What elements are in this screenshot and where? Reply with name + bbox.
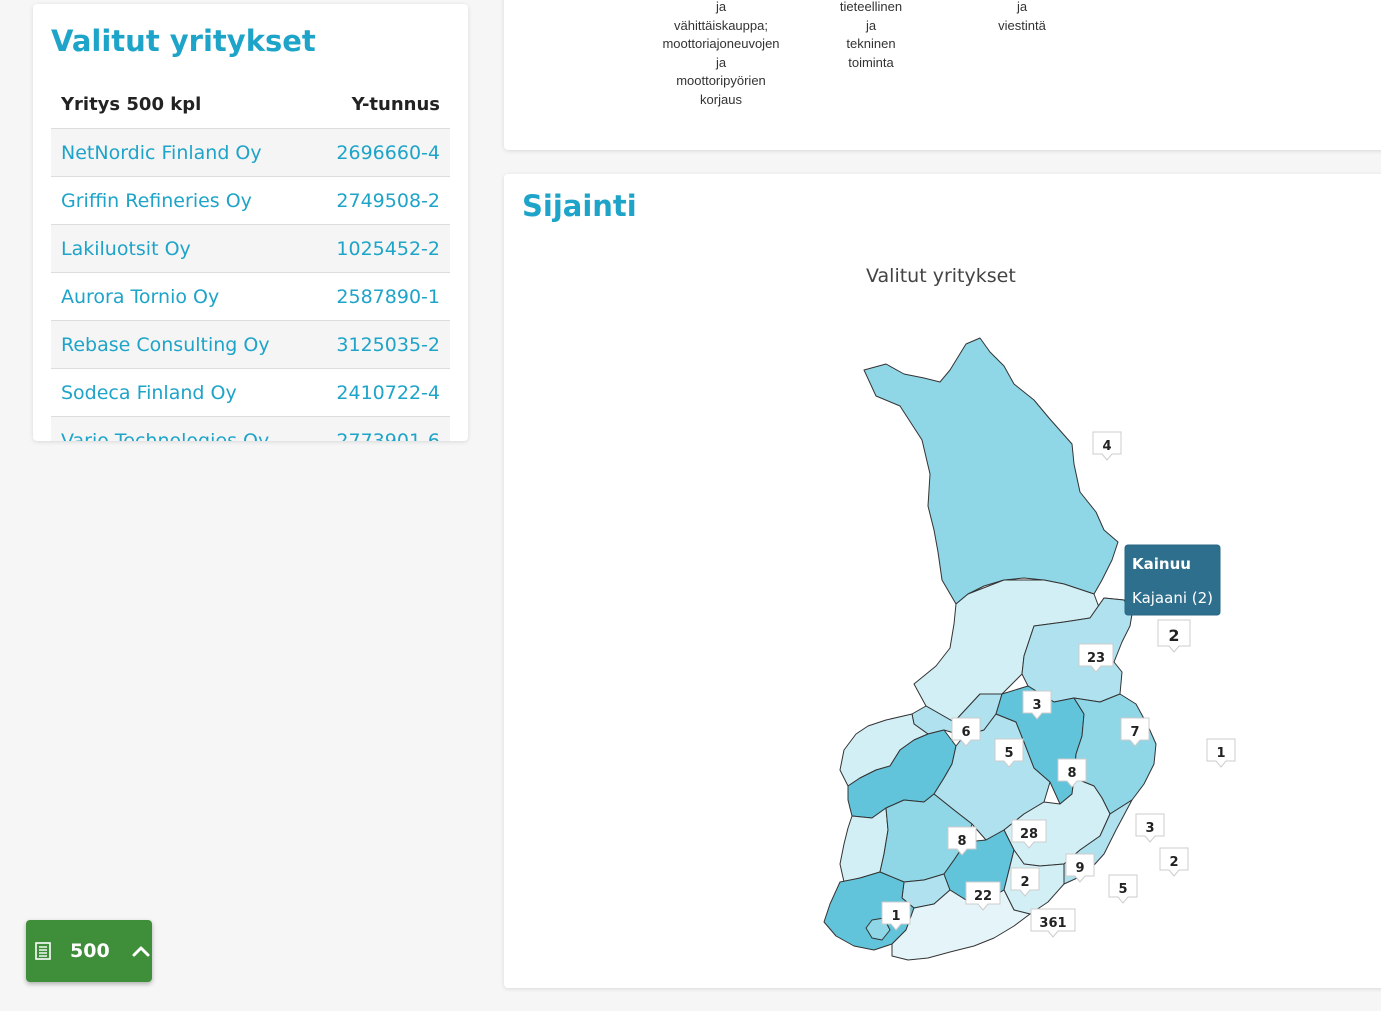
table-row[interactable]: NetNordic Finland Oy 2696660-4 (51, 129, 450, 177)
table-row[interactable]: Griffin Refineries Oy 2749508-2 (51, 177, 450, 225)
industry-chart-card: ja vähittäiskauppa; moottoriajoneuvojen … (504, 0, 1381, 150)
company-id-link[interactable]: 3125035-2 (336, 333, 440, 356)
companies-table-body: NetNordic Finland Oy 2696660-4 Griffin R… (51, 129, 450, 441)
count-label: 2 (1020, 875, 1029, 890)
count-marker-kymenlaakso[interactable]: 5 (1108, 874, 1138, 904)
count-marker-ahvenanmaa[interactable]: 1 (881, 901, 911, 931)
count-label: 361 (1039, 916, 1066, 931)
count-label: 5 (1004, 746, 1013, 761)
companies-table-header: Yritys 500 kpl Y-tunnus (51, 81, 450, 129)
count-label: 28 (1020, 827, 1038, 842)
chevron-up-icon (132, 946, 150, 957)
count-marker-etela-karjala[interactable]: 2 (1159, 847, 1189, 877)
company-name-link[interactable]: Rebase Consulting Oy (61, 333, 270, 356)
count-marker-pirkanmaa[interactable]: 28 (1011, 819, 1047, 849)
count-marker-lappi[interactable]: 4 (1092, 431, 1122, 461)
tooltip-region: Kainuu (1132, 555, 1191, 573)
table-row[interactable]: Rebase Consulting Oy 3125035-2 (51, 321, 450, 369)
companies-title: Valitut yritykset (51, 24, 316, 58)
company-id-link[interactable]: 2749508-2 (336, 189, 440, 212)
count-label: 2 (1169, 855, 1178, 870)
region-kainuu[interactable] (1021, 597, 1133, 703)
count-label: 3 (1032, 698, 1041, 713)
table-row[interactable]: Aurora Tornio Oy 2587890-1 (51, 273, 450, 321)
count-label: 8 (957, 834, 966, 849)
company-name-link[interactable]: NetNordic Finland Oy (61, 141, 262, 164)
company-id-link[interactable]: 2587890-1 (336, 285, 440, 308)
company-name-link[interactable]: Aurora Tornio Oy (61, 285, 220, 308)
company-name-link[interactable]: Griffin Refineries Oy (61, 189, 252, 212)
map-title: Valitut yritykset (866, 265, 1016, 287)
industry-axis-label: ja vähittäiskauppa; moottoriajoneuvojen … (662, 0, 780, 107)
column-header-business-id: Y-tunnus (351, 94, 440, 115)
location-card: Sijainti Valitut yritykset (504, 174, 1381, 988)
count-marker-paijat-hame[interactable]: 9 (1065, 853, 1095, 883)
table-row[interactable]: Lakiluotsit Oy 1025452-2 (51, 225, 450, 273)
company-id-link[interactable]: 2410722-4 (336, 381, 440, 404)
company-name-link[interactable]: Vario Technologies Oy (61, 429, 270, 442)
count-label: 3 (1145, 821, 1154, 836)
location-title: Sijainti (522, 189, 637, 223)
list-icon (35, 942, 51, 960)
count-label: 22 (974, 889, 992, 904)
count-marker-keski-pohjanmaa[interactable]: 3 (1022, 690, 1052, 720)
count-label: 8 (1067, 766, 1076, 781)
count-marker-satakunta[interactable]: 8 (947, 826, 977, 856)
count-marker-varsinais-suomi[interactable]: 22 (965, 881, 1001, 911)
count-marker-etela-savo[interactable]: 3 (1135, 813, 1165, 843)
company-name-link[interactable]: Lakiluotsit Oy (61, 237, 191, 260)
company-name-link[interactable]: Sodeca Finland Oy (61, 381, 237, 404)
count-label: 9 (1075, 861, 1084, 876)
count-marker-etela-pohjanmaa[interactable]: 5 (994, 738, 1024, 768)
column-header-company: Yritys 500 kpl (61, 94, 202, 115)
tooltip-detail: Kajaani (2) (1132, 589, 1213, 607)
industry-axis-label: tieteellinen ja tekninen toiminta (839, 0, 903, 70)
count-label: 6 (961, 725, 970, 740)
table-row[interactable]: Vario Technologies Oy 2773901-6 (51, 417, 450, 441)
companies-table: Yritys 500 kpl Y-tunnus NetNordic Finlan… (51, 81, 450, 441)
count-label: 7 (1130, 725, 1139, 740)
count-label: 1 (1216, 746, 1225, 761)
count-marker-kanta-hame[interactable]: 2 (1010, 867, 1040, 897)
count-label: 4 (1102, 439, 1111, 454)
count-marker-pohjois-pohjanmaa[interactable]: 23 (1078, 643, 1114, 673)
industry-axis-label: ja viestintä (998, 0, 1046, 33)
companies-card: Valitut yritykset Yritys 500 kpl Y-tunnu… (33, 4, 468, 441)
count-marker-uusimaa[interactable]: 361 (1030, 908, 1076, 938)
count-label: 23 (1087, 651, 1105, 666)
count-marker-pohjois-savo[interactable]: 7 (1120, 717, 1150, 747)
region-uusimaa[interactable] (891, 889, 1031, 961)
count-label: 1 (891, 909, 900, 924)
region-lappi[interactable] (863, 337, 1119, 605)
finland-region-map[interactable]: 4 2 23 3 6 5 8 (504, 174, 1381, 988)
count-marker-kainuu[interactable]: 2 (1157, 619, 1191, 653)
selection-count: 500 (70, 940, 110, 962)
count-label: 2 (1168, 626, 1179, 645)
company-id-link[interactable]: 2773901-6 (336, 429, 440, 442)
company-id-link[interactable]: 2696660-4 (336, 141, 440, 164)
count-marker-pohjanmaa[interactable]: 6 (951, 717, 981, 747)
selection-count-button[interactable]: 500 (26, 920, 152, 982)
count-label: 5 (1118, 882, 1127, 897)
count-marker-keski-suomi[interactable]: 8 (1057, 758, 1087, 788)
count-marker-pohjois-karjala[interactable]: 1 (1206, 738, 1236, 768)
table-row[interactable]: Sodeca Finland Oy 2410722-4 (51, 369, 450, 417)
map-tooltip: Kainuu Kajaani (2) (1124, 544, 1221, 616)
company-id-link[interactable]: 1025452-2 (336, 237, 440, 260)
